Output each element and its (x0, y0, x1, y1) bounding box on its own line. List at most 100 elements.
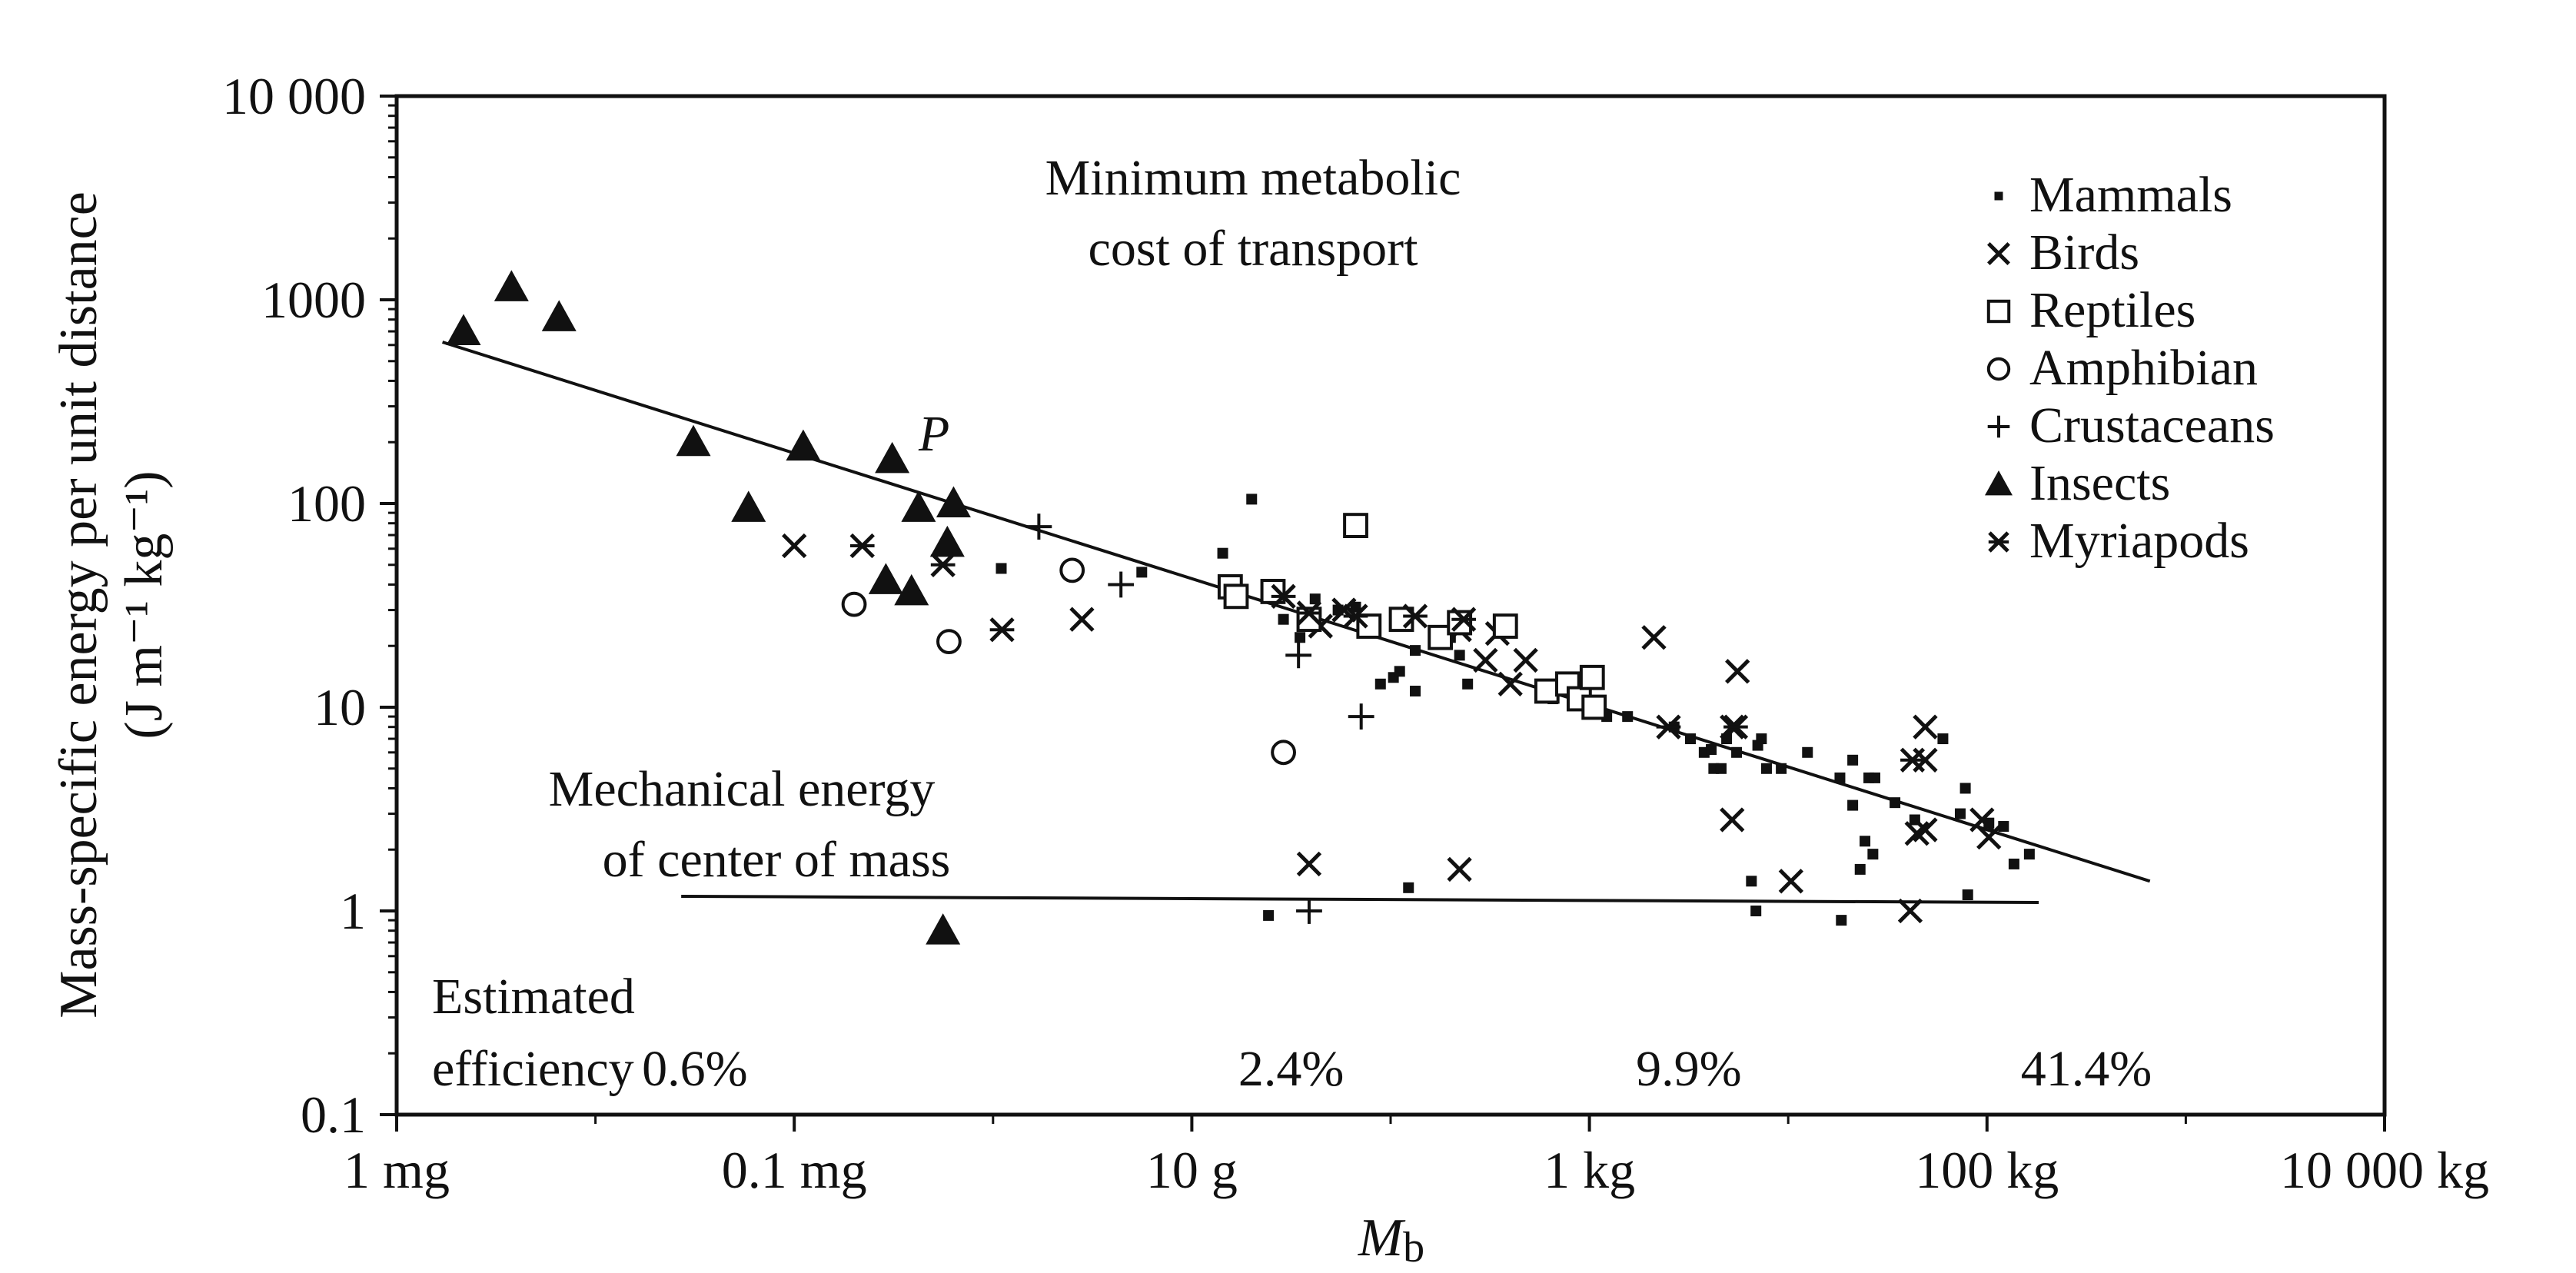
x-axis-title-subscript: b (1403, 1224, 1424, 1271)
point-amphibian (1059, 557, 1085, 583)
efficiency-value: 9.9% (1636, 1041, 1741, 1097)
x-tick-label: 0.1 mg (722, 1141, 867, 1199)
point-mammals (1860, 836, 1871, 847)
point-insects (786, 429, 821, 461)
point-myriapods (1402, 603, 1428, 629)
annotation-mech-energy-line1: Mechanical energy (549, 761, 936, 817)
point-birds (1725, 659, 1750, 684)
point-mammals (995, 563, 1007, 574)
point-mammals (1410, 686, 1421, 697)
annotation-min-cost-line2: cost of transport (1089, 221, 1418, 277)
legend-label: Birds (2029, 224, 2139, 281)
point-insects (929, 525, 965, 557)
point-insects (731, 490, 766, 522)
point-insects (901, 490, 936, 522)
point-crustaceans (1348, 703, 1374, 730)
point-amphibian (841, 591, 867, 617)
point-reptiles (1356, 613, 1382, 639)
point-birds (1296, 851, 1322, 877)
point-mammals (1954, 808, 1966, 819)
point-birds (1897, 898, 1923, 924)
point-mammals (1278, 613, 1289, 625)
legend-marker-crustaceans (1987, 415, 2010, 438)
point-mammals (1802, 746, 1813, 758)
legend-label: Crustaceans (2029, 397, 2275, 454)
data-points (446, 270, 2035, 945)
minimum-metabolic-cost-of-transport-line (441, 341, 2151, 883)
point-mammals (1962, 889, 1973, 901)
x-tick-label: 1 mg (344, 1141, 450, 1199)
point-myriapods (1723, 714, 1749, 740)
legend: MammalsBirdsReptilesAmphibianCrustaceans… (1985, 167, 2275, 569)
x-tick-label: 10 g (1146, 1141, 1238, 1199)
legend-item-insects: Insects (1985, 455, 2170, 511)
y-tick-label: 10 (314, 678, 366, 736)
point-reptiles (1534, 678, 1560, 704)
efficiency-value: 2.4% (1238, 1041, 1344, 1097)
point-birds (1447, 856, 1472, 882)
series-myriapods (849, 533, 1926, 773)
point-reptiles (1343, 513, 1368, 538)
point-mammals (1295, 632, 1306, 643)
point-insects (875, 441, 910, 474)
point-mammals (1217, 547, 1228, 559)
y-axis-title-line1: Mass-specific energy per unit distance (49, 191, 108, 1019)
point-mammals (1959, 783, 1971, 794)
point-crustaceans (1025, 514, 1052, 540)
annotation-min-cost-line1: Minimum metabolic (1045, 150, 1461, 206)
point-mammals (1746, 876, 1757, 887)
legend-marker-insects (1985, 470, 2013, 496)
point-insects (926, 913, 961, 945)
point-mammals (1685, 733, 1697, 745)
point-mammals (1622, 711, 1634, 723)
point-mammals (1867, 849, 1879, 860)
point-mammals (1854, 863, 1866, 875)
legend-label: Reptiles (2029, 282, 2195, 338)
point-mammals (1136, 567, 1148, 578)
point-mammals (1760, 763, 1772, 774)
point-birds (1913, 817, 1938, 843)
point-reptiles (1223, 583, 1249, 610)
fit-lines (441, 341, 2151, 905)
point-myriapods (849, 533, 875, 559)
point-myriapods (930, 552, 956, 577)
point-mammals (1890, 797, 1901, 809)
point-myriapods (1271, 583, 1296, 609)
y-tick-label: 1000 (261, 271, 366, 329)
point-birds (1497, 671, 1523, 696)
point-mammals (1998, 821, 2009, 833)
point-insects (676, 424, 711, 457)
point-myriapods (1656, 714, 1681, 740)
mechanical-energy-of-center-of-mass-line (681, 894, 2039, 905)
point-birds (1904, 821, 1930, 846)
legend-item-mammals: Mammals (1994, 167, 2232, 223)
point-mammals (1834, 772, 1846, 783)
point-insects (446, 314, 481, 346)
point-crustaceans (1285, 642, 1312, 669)
y-tick-label: 10 000 (222, 67, 366, 125)
point-reptiles (1581, 694, 1607, 720)
y-tick-label: 0.1 (301, 1085, 366, 1144)
x-axis-ticks: 1 mg 0.1 mg 10 g 1 kg 100 kg 10 000 kg (344, 1115, 2489, 1199)
point-mammals (1350, 601, 1361, 613)
point-mammals (1246, 494, 1258, 505)
legend-label: Mammals (2029, 167, 2232, 223)
legend-label: Myriapods (2029, 513, 2249, 569)
point-insects (541, 300, 577, 331)
y-axis-ticks: 0.1 1 10 100 1000 10 000 (222, 67, 397, 1144)
point-birds (1913, 714, 1938, 740)
annotation-estimated-line1: Estimated (432, 969, 635, 1025)
series-mammals (995, 494, 2035, 926)
point-crustaceans (1296, 898, 1322, 924)
legend-marker-reptiles (1986, 299, 2011, 324)
legend-marker-amphibian (1986, 357, 2011, 381)
point-insects (936, 486, 971, 517)
legend-item-reptiles: Reptiles (1986, 282, 2195, 338)
point-mammals (1750, 906, 1762, 916)
point-myriapods (1343, 603, 1368, 629)
x-tick-label: 100 kg (1915, 1141, 2059, 1199)
point-mammals (2023, 849, 2035, 860)
point-mammals (1836, 915, 1847, 926)
legend-label: Insects (2029, 455, 2170, 511)
